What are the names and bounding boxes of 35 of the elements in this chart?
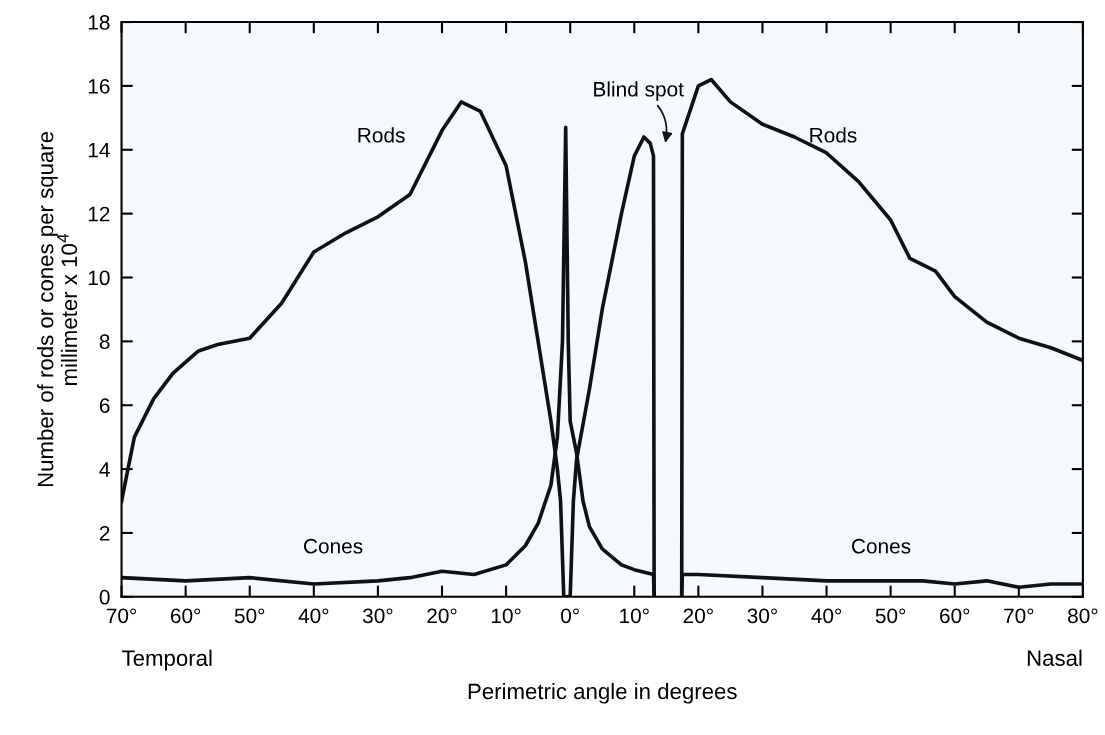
- annotation: Rods: [810, 127, 857, 143]
- y-tick-label: 10: [88, 270, 110, 286]
- text: Temporal: [122, 649, 212, 671]
- y-axis-title: Number of rods or cones per square millimeter x 10$^{4}$: [37, 131, 78, 487]
- y-tick-label: 2: [99, 525, 110, 541]
- x-tick-label: 60°: [170, 608, 201, 624]
- x-tick-label: 10°: [620, 608, 649, 624]
- y-tick-label: 0: [99, 589, 110, 605]
- annotation: Cones: [851, 538, 911, 554]
- x-tick-label: 20°: [427, 608, 457, 624]
- x-tick-label: 0°: [561, 608, 579, 624]
- x-tick-label: 50°: [875, 608, 906, 624]
- x-tick-label: 70°: [106, 608, 137, 624]
- x-tick-label: 30°: [362, 608, 393, 624]
- x-tick-label: 40°: [811, 608, 842, 624]
- annotation: Cones: [304, 538, 363, 554]
- text: Nasal: [1027, 649, 1082, 667]
- annotation: Rods: [358, 127, 405, 143]
- x-tick-label: 80°: [1068, 608, 1098, 624]
- x-tick-label: 20°: [683, 608, 713, 624]
- y-tick-label: 12: [88, 206, 110, 222]
- y-tick-label: 16: [88, 78, 110, 94]
- x-tick-label: 10°: [491, 608, 521, 624]
- x-tick-label: 40°: [298, 608, 329, 624]
- y-tick-label: 4: [99, 462, 110, 477]
- x-tick-label: 60°: [940, 608, 970, 624]
- x-tick-label: 50°: [234, 608, 265, 624]
- annotation: Blind spot: [594, 81, 684, 101]
- y-tick-label: 14: [88, 142, 110, 158]
- y-tick-label: 18: [88, 15, 110, 30]
- x-tick-label: 30°: [747, 608, 777, 624]
- x-tick-label: 70°: [1004, 608, 1034, 624]
- y-tick-label: 6: [99, 398, 110, 413]
- x-axis-title: Perimetric angle in degrees: [468, 682, 737, 704]
- y-tick-label: 8: [99, 334, 110, 350]
